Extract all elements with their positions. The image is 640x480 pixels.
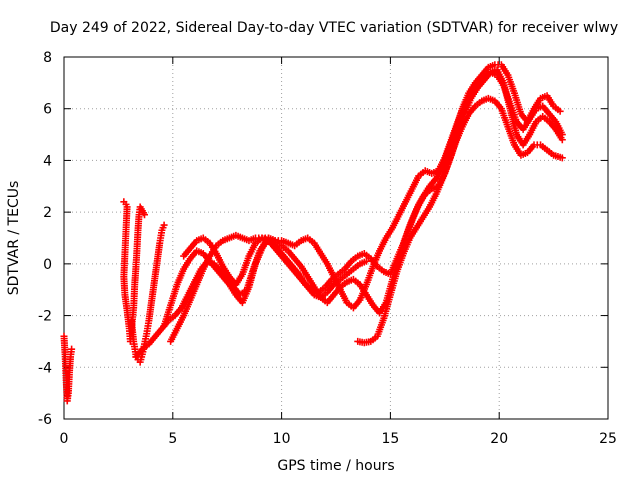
y-tick-label: -6 bbox=[38, 412, 52, 428]
x-tick-label: 0 bbox=[60, 431, 69, 447]
data-point-markers bbox=[180, 234, 370, 301]
series-7 bbox=[180, 234, 370, 301]
data-point-markers bbox=[167, 69, 566, 345]
series-5 bbox=[167, 69, 566, 345]
series-0 bbox=[60, 332, 76, 405]
y-tick-label: -4 bbox=[38, 360, 52, 376]
series-2 bbox=[127, 221, 168, 366]
x-tick-label: 25 bbox=[599, 431, 617, 447]
y-tick-label: 4 bbox=[43, 153, 52, 169]
x-tick-label: 10 bbox=[273, 431, 291, 447]
y-axis-label: SDTVAR / TECUs bbox=[6, 181, 22, 296]
data-points bbox=[60, 61, 566, 405]
axis-ticks bbox=[63, 56, 609, 420]
data-point-markers bbox=[127, 221, 168, 366]
data-point-markers bbox=[354, 94, 566, 347]
y-tick-label: 2 bbox=[43, 205, 52, 221]
x-tick-label: 20 bbox=[490, 431, 508, 447]
plot-frame bbox=[63, 56, 609, 420]
y-tick-label: 0 bbox=[43, 257, 52, 273]
x-tick-label: 15 bbox=[381, 431, 399, 447]
chart-title: Day 249 of 2022, Sidereal Day-to-day VTE… bbox=[50, 20, 618, 36]
y-tick-label: 8 bbox=[43, 50, 52, 66]
x-tick-labels: 0 5 10 15 20 25 bbox=[60, 431, 617, 447]
x-tick-label: 5 bbox=[168, 431, 177, 447]
grid-lines bbox=[64, 57, 608, 419]
y-tick-label: -2 bbox=[38, 309, 52, 325]
x-axis-label: GPS time / hours bbox=[277, 458, 394, 474]
y-tick-labels: -6 -4 -2 0 2 4 6 8 bbox=[38, 50, 52, 428]
data-point-markers bbox=[60, 332, 76, 405]
series-6 bbox=[354, 94, 566, 347]
y-tick-label: 6 bbox=[43, 102, 52, 118]
